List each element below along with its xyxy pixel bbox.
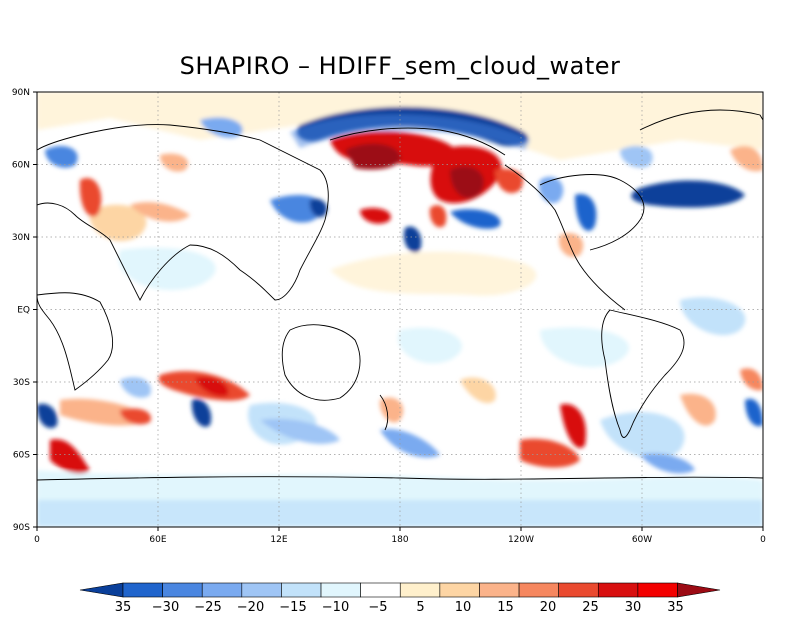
lon-label: 60E: [149, 535, 166, 545]
colorbar-swatch: [558, 582, 599, 598]
lon-label: 0: [34, 535, 40, 545]
colorbar-label: −15: [279, 600, 306, 615]
lat-label: 60S: [13, 451, 30, 461]
colorbar-swatch: [201, 582, 243, 598]
colorbar-label: 35: [667, 600, 684, 615]
lon-label: 60W: [632, 535, 652, 545]
colorbar-swatch: [399, 582, 441, 598]
colorbar-swatch: [320, 582, 361, 598]
lon-label: 12E: [270, 535, 287, 545]
map-panel: [36, 91, 764, 528]
colorbar-label: 20: [540, 600, 557, 615]
colorbar-label: 25: [582, 600, 599, 615]
colorbar-swatch: [518, 582, 559, 598]
lat-label: 90N: [12, 88, 30, 98]
colorbar-swatch: [360, 582, 401, 598]
colorbar-label: 35: [115, 600, 132, 615]
lat-label: 60N: [12, 161, 30, 171]
colorbar-high-triangle: [677, 582, 721, 598]
colorbar-label: −10: [322, 600, 349, 615]
longitude-axis: 0 60E 12E 180 120W 60W 0: [34, 527, 766, 545]
colorbar-swatch: [281, 582, 322, 598]
colorbar-label: −20: [237, 600, 264, 615]
lon-label: 120W: [508, 535, 534, 545]
lat-label: 30S: [13, 378, 30, 388]
colorbar-low-triangle: [79, 582, 124, 598]
colorbar-label: 15: [497, 600, 514, 615]
colorbar-swatch: [439, 582, 480, 598]
colorbar: 35 −30 −25 −20 −15 −10 −5 5 10 15 20 25 …: [79, 582, 721, 615]
colorbar-swatch: [241, 582, 282, 598]
chart-title: SHAPIRO – HDIFF_sem_cloud_water: [179, 52, 621, 80]
colorbar-label: −30: [152, 600, 179, 615]
colorbar-label: −25: [194, 600, 221, 615]
latitude-axis: 90N 60N 30N EQ 30S 60S 90S: [12, 88, 37, 533]
cloud-water-field: [37, 92, 763, 527]
colorbar-swatch: [479, 582, 520, 598]
coastlines: [37, 109, 763, 481]
colorbar-label: −5: [368, 600, 387, 615]
colorbar-label: 10: [455, 600, 472, 615]
colorbar-swatch: [597, 582, 639, 598]
colorbar-label: 30: [625, 600, 642, 615]
lon-label: 0: [760, 535, 766, 545]
colorbar-swatch: [637, 582, 678, 598]
lat-label: 90S: [13, 523, 30, 533]
colorbar-label: 5: [416, 600, 424, 615]
colorbar-swatch: [162, 582, 203, 598]
colorbar-swatch: [122, 582, 163, 598]
lat-label: EQ: [17, 306, 30, 316]
grid-lines: [37, 92, 763, 527]
lat-label: 30N: [12, 233, 30, 243]
lon-label: 180: [391, 535, 408, 545]
